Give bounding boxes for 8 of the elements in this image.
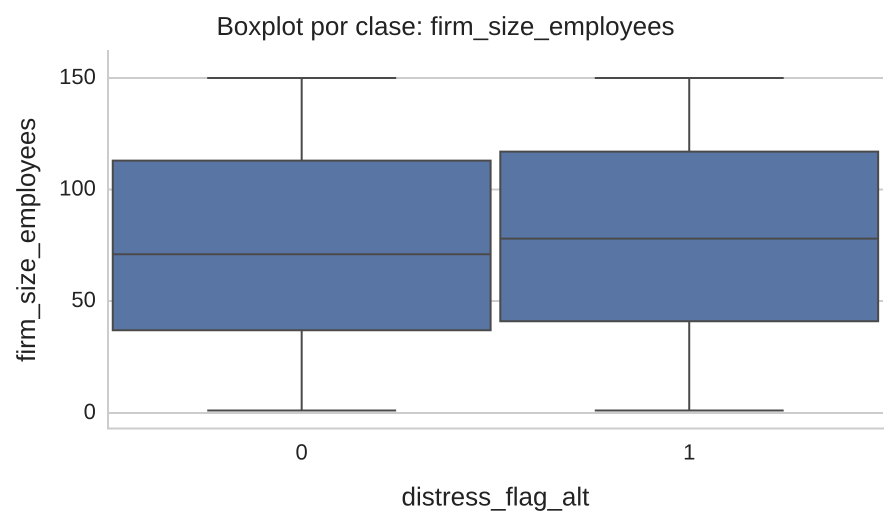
y-tick-label: 150 [59, 64, 96, 90]
x-tick-label: 1 [683, 440, 696, 465]
y-tick-label: 100 [59, 176, 96, 201]
chart-title: Boxplot por clase: firm_size_employees [216, 10, 675, 41]
x-axis-title: distress_flag_alt [402, 482, 590, 512]
y-axis-title: firm_size_employees [10, 118, 41, 362]
y-tick-label: 50 [71, 287, 96, 312]
y-tick-label: 0 [84, 398, 96, 424]
